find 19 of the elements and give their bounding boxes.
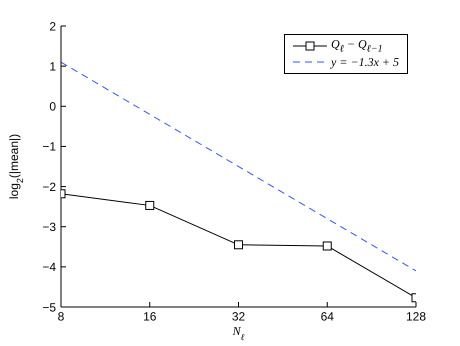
y-tick-label: 1 [49, 59, 56, 74]
x-tick-label: 8 [58, 310, 65, 324]
y-tick-label: −4 [42, 260, 56, 274]
legend-label: y = −1.3x + 5 [331, 54, 399, 70]
x-tick-label: 16 [143, 310, 157, 324]
point [145, 200, 154, 210]
x-tick-label: 32 [232, 310, 246, 324]
point [234, 240, 243, 250]
x-axis-title: N$_{ℓ}$ [232, 324, 245, 342]
y-tick-label: 0 [49, 100, 56, 114]
x-tick-label: 64 [320, 310, 334, 324]
legend-label: Q$_{ℓ}$ − Q$_{ℓ−1}$ [331, 37, 383, 55]
y-tick-label: −1 [42, 140, 56, 154]
point [322, 241, 332, 250]
y-tick-label: −3 [42, 220, 56, 234]
y-tick-label: −2 [42, 180, 56, 194]
x-tick-label: 128 [406, 310, 426, 324]
y-tick-label: 2 [49, 19, 56, 34]
y-tick-label: −5 [42, 300, 56, 314]
